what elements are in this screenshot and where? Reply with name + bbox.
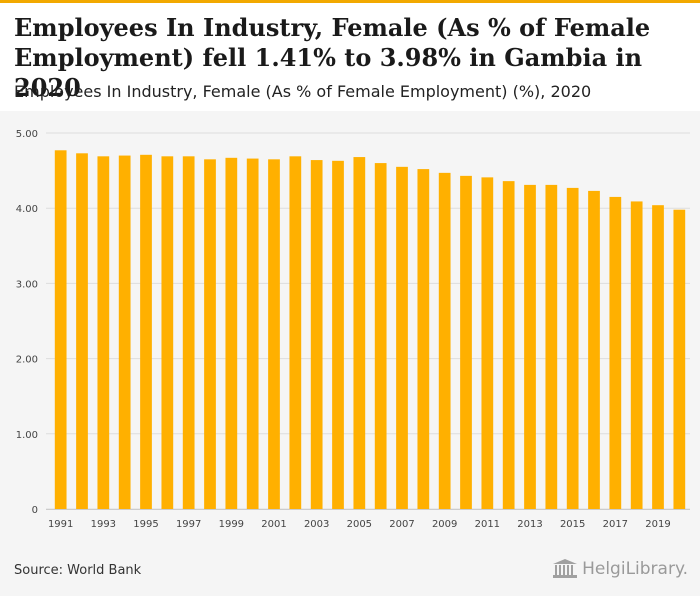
x-tick-label: 1991 — [48, 519, 73, 530]
bar-1994 — [118, 155, 131, 509]
bar-1993 — [97, 156, 110, 509]
bar-2020 — [673, 209, 686, 509]
x-tick-label: 1999 — [219, 519, 244, 530]
bar-1996 — [161, 156, 174, 509]
bar-1999 — [225, 157, 238, 509]
x-tick-label: 2003 — [304, 519, 329, 530]
bar-1995 — [140, 154, 152, 510]
y-tick-label: 4.00 — [16, 204, 38, 215]
bar-2008 — [417, 169, 430, 509]
bar-2019 — [652, 205, 664, 509]
x-tick-label: 1995 — [133, 519, 158, 530]
x-tick-label: 2007 — [389, 519, 414, 530]
bar-2009 — [438, 172, 451, 509]
bar-2003 — [310, 160, 323, 509]
chart-area: 5.00 4.00 3.00 2.00 1.00 0 1991 1993 1995 1997 199… — [0, 111, 700, 596]
bar-2005 — [353, 157, 366, 509]
bar-chart: 5.00 4.00 3.00 2.00 1.00 0 1991 1993 1995 1997 199… — [16, 129, 690, 530]
source-note: Source: World Bank — [14, 563, 142, 578]
chart-title: Employees In Industry, Female (As % of F… — [14, 13, 651, 102]
x-tick-label: 2009 — [432, 519, 457, 530]
x-tick-label: 1993 — [91, 519, 116, 530]
bar-2011 — [481, 177, 494, 510]
y-tick-label: 3.00 — [16, 279, 38, 290]
helgi-library-logo: HelgiLibrary. — [552, 559, 688, 579]
bar-2014 — [545, 184, 558, 509]
x-tick-label: 2011 — [475, 519, 500, 530]
bar-2017 — [609, 196, 622, 510]
bar-1991 — [54, 150, 67, 509]
bar-2018 — [630, 201, 643, 509]
bar-1997 — [182, 156, 195, 509]
bar-2012 — [502, 181, 515, 509]
x-tick-label: 2015 — [560, 519, 585, 530]
x-tick-label: 2005 — [347, 519, 372, 530]
bar-2010 — [460, 175, 472, 509]
bar-2004 — [332, 160, 344, 509]
bar-2001 — [268, 159, 280, 509]
bar-2002 — [289, 156, 302, 509]
x-tick-label: 1997 — [176, 519, 201, 530]
bar-1992 — [76, 153, 88, 509]
x-tick-label: 2019 — [645, 519, 670, 530]
bar-2007 — [396, 166, 408, 509]
y-tick-label: 1.00 — [16, 430, 38, 441]
bar-2016 — [588, 190, 600, 509]
bar-2015 — [566, 187, 579, 509]
y-tick-label: 5.00 — [16, 129, 38, 140]
bar-1998 — [204, 159, 216, 509]
bar-2013 — [524, 184, 536, 509]
chart-subtitle: Employees In Industry, Female (As % of F… — [14, 82, 592, 101]
bar-2000 — [246, 158, 259, 509]
x-tick-label: 2017 — [603, 519, 628, 530]
library-building-icon — [553, 559, 578, 578]
x-tick-label: 2001 — [261, 519, 286, 530]
accent-bar — [0, 0, 700, 3]
x-tick-label: 2013 — [517, 519, 542, 530]
bar-2006 — [374, 163, 387, 509]
logo-text: HelgiLibrary. — [582, 559, 688, 579]
y-tick-label: 0 — [32, 505, 38, 516]
chart-header: Employees In Industry, Female (As % of F… — [0, 3, 700, 109]
y-tick-label: 2.00 — [16, 355, 38, 366]
